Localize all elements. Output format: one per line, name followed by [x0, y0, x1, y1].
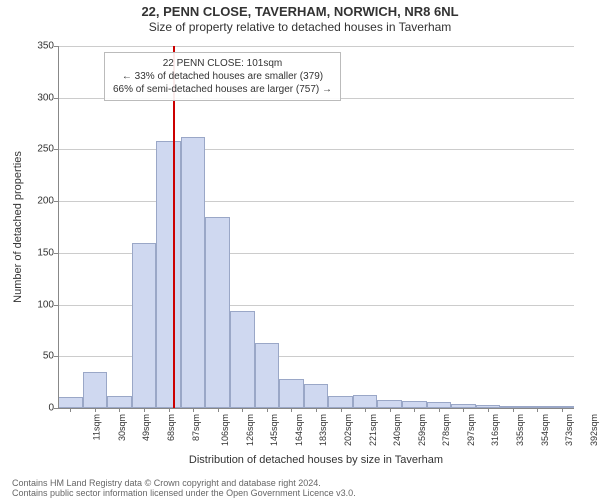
x-tick-mark [267, 408, 268, 412]
x-tick-label: 373sqm [564, 414, 574, 446]
x-tick-label: 145sqm [269, 414, 279, 446]
x-tick-mark [316, 408, 317, 412]
x-tick-label: 240sqm [392, 414, 402, 446]
x-tick-mark [169, 408, 170, 412]
callout-line3: 66% of semi-detached houses are larger (… [113, 83, 332, 96]
x-tick-mark [95, 408, 96, 412]
x-tick-mark [144, 408, 145, 412]
x-tick-mark [119, 408, 120, 412]
histogram-bar [255, 343, 280, 408]
x-tick-label: 392sqm [589, 414, 599, 446]
x-tick-mark [70, 408, 71, 412]
chart-container: 22, PENN CLOSE, TAVERHAM, NORWICH, NR8 6… [0, 0, 600, 500]
histogram-bar [181, 137, 206, 408]
x-tick-mark [193, 408, 194, 412]
x-tick-mark [218, 408, 219, 412]
gridline [58, 149, 574, 150]
x-tick-label: 354sqm [540, 414, 550, 446]
histogram-bar [132, 243, 157, 408]
x-tick-label: 30sqm [117, 414, 127, 441]
x-tick-mark [439, 408, 440, 412]
x-tick-mark [341, 408, 342, 412]
x-tick-mark [537, 408, 538, 412]
x-tick-label: 297sqm [466, 414, 476, 446]
histogram-bar [205, 217, 230, 408]
callout-line1: 22 PENN CLOSE: 101sqm [113, 57, 332, 70]
x-tick-mark [365, 408, 366, 412]
x-tick-label: 68sqm [166, 414, 176, 441]
footer-line1: Contains HM Land Registry data © Crown c… [12, 478, 600, 488]
x-tick-label: 164sqm [294, 414, 304, 446]
histogram-bar [353, 395, 378, 408]
x-tick-label: 126sqm [245, 414, 255, 446]
x-tick-mark [242, 408, 243, 412]
x-tick-mark [562, 408, 563, 412]
x-tick-mark [390, 408, 391, 412]
callout-line2: ← 33% of detached houses are smaller (37… [113, 70, 332, 83]
gridline [58, 46, 574, 47]
y-axis-label: Number of detached properties [12, 46, 32, 408]
x-tick-label: 259sqm [417, 414, 427, 446]
histogram-bar [83, 372, 108, 408]
y-axis-line [58, 46, 59, 408]
x-tick-label: 202sqm [343, 414, 353, 446]
histogram-bar [230, 311, 255, 408]
x-tick-mark [463, 408, 464, 412]
x-tick-mark [513, 408, 514, 412]
x-tick-mark [291, 408, 292, 412]
chart-area: 05010015020025030035011sqm30sqm49sqm68sq… [58, 46, 574, 408]
x-tick-label: 87sqm [191, 414, 201, 441]
histogram-bar [377, 400, 402, 408]
histogram-bar [156, 141, 181, 408]
footer-line2: Contains public sector information licen… [12, 488, 600, 498]
x-tick-label: 316sqm [490, 414, 500, 446]
x-tick-mark [488, 408, 489, 412]
histogram-bar [58, 397, 83, 408]
histogram-bar [304, 384, 329, 408]
x-tick-label: 49sqm [141, 414, 151, 441]
x-tick-label: 335sqm [515, 414, 525, 446]
histogram-bar [328, 396, 353, 408]
x-tick-label: 11sqm [92, 414, 102, 440]
chart-title-line1: 22, PENN CLOSE, TAVERHAM, NORWICH, NR8 6… [0, 4, 600, 20]
x-tick-label: 278sqm [441, 414, 451, 446]
footer-attribution: Contains HM Land Registry data © Crown c… [0, 478, 600, 498]
x-tick-label: 221sqm [368, 414, 378, 446]
histogram-bar [279, 379, 304, 408]
callout-box: 22 PENN CLOSE: 101sqm← 33% of detached h… [104, 52, 341, 101]
histogram-bar [107, 396, 132, 408]
title-block: 22, PENN CLOSE, TAVERHAM, NORWICH, NR8 6… [0, 0, 600, 35]
x-tick-label: 183sqm [318, 414, 328, 446]
x-tick-mark [414, 408, 415, 412]
plot-region: 05010015020025030035011sqm30sqm49sqm68sq… [58, 46, 574, 408]
x-axis-label: Distribution of detached houses by size … [58, 454, 574, 466]
gridline [58, 201, 574, 202]
chart-title-line2: Size of property relative to detached ho… [0, 20, 600, 35]
x-tick-label: 106sqm [220, 414, 230, 446]
histogram-bar [402, 401, 427, 408]
